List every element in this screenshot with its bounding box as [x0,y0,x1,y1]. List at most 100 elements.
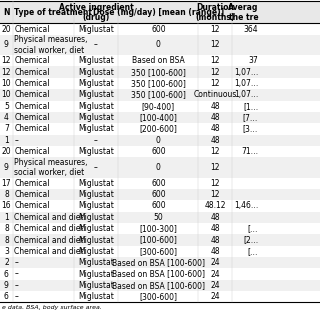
Text: Chemical and diet: Chemical and diet [14,236,84,244]
Text: 1: 1 [4,213,9,222]
FancyBboxPatch shape [0,55,320,67]
FancyBboxPatch shape [0,234,320,246]
Text: 48: 48 [210,124,220,133]
Text: 600: 600 [151,202,166,211]
Text: 4: 4 [4,113,9,122]
Text: [1…: [1… [243,102,258,111]
Text: Miglustat: Miglustat [78,190,114,199]
Text: 8: 8 [4,224,9,233]
Text: 20: 20 [2,147,11,156]
Text: Miglustat: Miglustat [78,236,114,244]
Text: 6: 6 [4,269,9,279]
Text: 12: 12 [211,190,220,199]
Text: Chemical: Chemical [14,190,50,199]
Text: 7: 7 [4,124,9,133]
Text: Miglustat: Miglustat [78,179,114,188]
Text: Chemical: Chemical [14,25,50,34]
Text: 16: 16 [2,202,11,211]
Text: Miglustat: Miglustat [78,269,114,279]
Text: 2: 2 [4,258,9,267]
Text: 350 [100-600]: 350 [100-600] [131,90,186,99]
Text: Chemical: Chemical [14,147,50,156]
Text: 48: 48 [210,224,220,233]
Text: Chemical: Chemical [14,113,50,122]
Text: 12: 12 [211,25,220,34]
Text: 24: 24 [210,258,220,267]
Text: 48: 48 [210,136,220,145]
Text: Miglustat: Miglustat [78,202,114,211]
Text: Miglustat: Miglustat [78,281,114,290]
Text: 1: 1 [4,136,9,145]
Text: 24: 24 [210,281,220,290]
Text: –: – [14,136,18,145]
Text: Miglustat: Miglustat [78,247,114,256]
Text: 17: 17 [2,179,11,188]
Text: –: – [14,269,18,279]
FancyBboxPatch shape [0,78,320,89]
Text: [3…: [3… [243,124,258,133]
Text: Miglustat: Miglustat [78,56,114,65]
Text: 1,07…: 1,07… [234,90,258,99]
Text: Miglustat: Miglustat [78,124,114,133]
Text: e data. BSA, body surface area.: e data. BSA, body surface area. [2,305,101,310]
Text: –: – [94,136,98,145]
Text: 1,07…: 1,07… [234,68,258,77]
Text: Averag
the tre: Averag the tre [228,3,258,22]
Text: Miglustat: Miglustat [78,90,114,99]
FancyBboxPatch shape [0,178,320,189]
Text: Chemical and diet: Chemical and diet [14,247,84,256]
FancyBboxPatch shape [0,257,320,268]
Text: 0: 0 [156,40,161,50]
FancyBboxPatch shape [0,1,320,23]
Text: 24: 24 [210,292,220,301]
Text: Miglustat: Miglustat [78,25,114,34]
Text: Miglustat: Miglustat [78,224,114,233]
Text: Chemical: Chemical [14,56,50,65]
FancyBboxPatch shape [0,200,320,212]
Text: Chemical: Chemical [14,79,50,88]
Text: 12: 12 [211,147,220,156]
Text: Physical measures,
social worker, diet: Physical measures, social worker, diet [14,35,88,55]
Text: 37: 37 [249,56,258,65]
Text: 71…: 71… [241,147,258,156]
FancyBboxPatch shape [0,246,320,257]
Text: 12: 12 [2,68,11,77]
FancyBboxPatch shape [0,280,320,291]
Text: –: – [14,281,18,290]
FancyBboxPatch shape [0,89,320,100]
Text: N: N [3,8,10,17]
Text: 8: 8 [4,236,9,244]
Text: Chemical: Chemical [14,202,50,211]
Text: 5: 5 [4,102,9,111]
FancyBboxPatch shape [0,67,320,78]
Text: 1,07…: 1,07… [234,79,258,88]
Text: –: – [14,292,18,301]
Text: 600: 600 [151,147,166,156]
Text: 12: 12 [211,68,220,77]
FancyBboxPatch shape [0,123,320,135]
Text: 3: 3 [4,247,9,256]
Text: 1,46…: 1,46… [234,202,258,211]
Text: 0: 0 [156,136,161,145]
Text: [100-600]: [100-600] [140,236,177,244]
Text: Based on BSA: Based on BSA [132,56,185,65]
Text: Chemical: Chemical [14,68,50,77]
FancyBboxPatch shape [0,35,320,55]
Text: Based on BSA [100-600]: Based on BSA [100-600] [112,258,205,267]
Text: –: – [94,163,98,172]
Text: 24: 24 [210,269,220,279]
Text: Continuous: Continuous [194,90,237,99]
Text: Chemical: Chemical [14,179,50,188]
FancyBboxPatch shape [0,212,320,223]
Text: Chemical and diet: Chemical and diet [14,224,84,233]
Text: 350 [100-600]: 350 [100-600] [131,79,186,88]
Text: 12: 12 [211,79,220,88]
Text: [7…: [7… [243,113,258,122]
Text: 9: 9 [4,281,9,290]
Text: [90-400]: [90-400] [142,102,175,111]
Text: Duration
(months): Duration (months) [196,3,235,22]
Text: 12: 12 [2,56,11,65]
Text: 9: 9 [4,40,9,50]
Text: 12: 12 [211,56,220,65]
FancyBboxPatch shape [0,23,320,35]
